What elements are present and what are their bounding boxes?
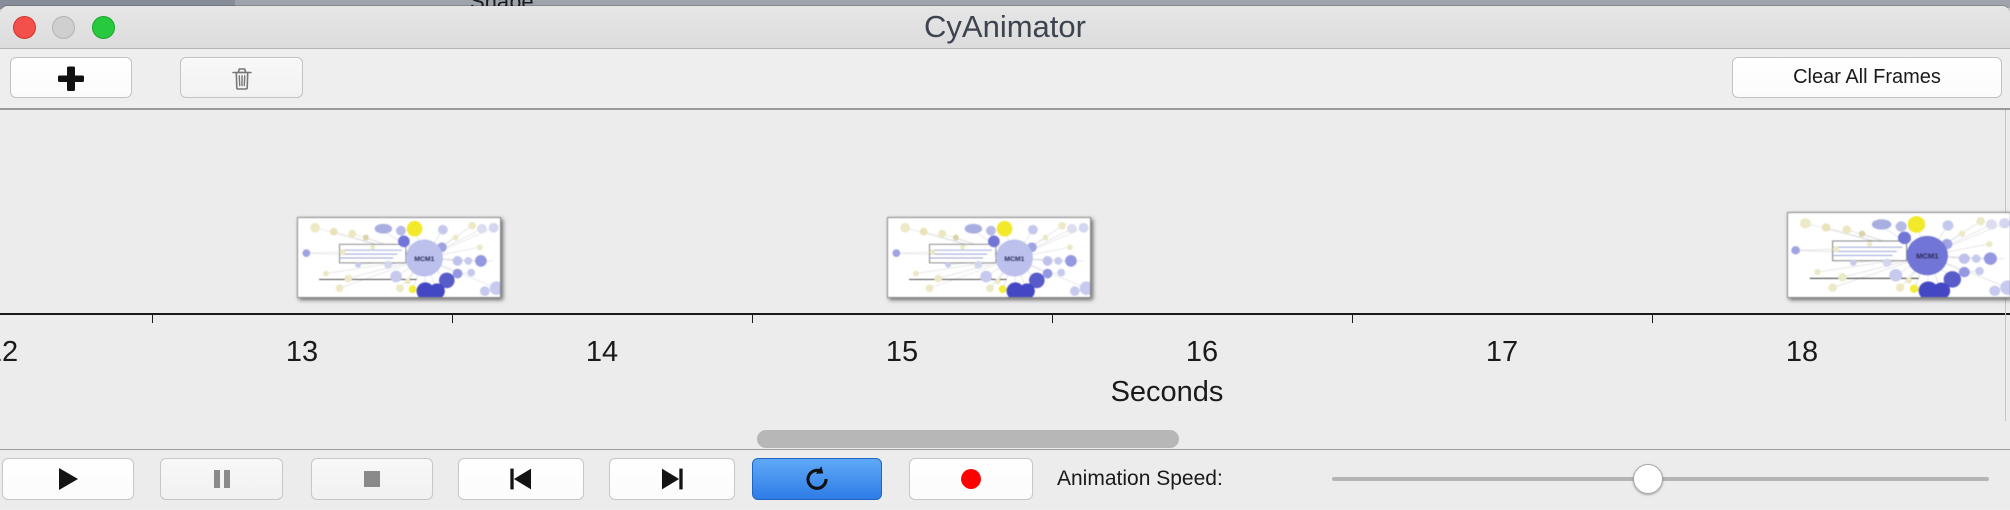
svg-text:MCM1: MCM1 <box>1916 252 1938 261</box>
svg-text:MCM1: MCM1 <box>1004 256 1024 263</box>
svg-text:MCM1: MCM1 <box>414 256 434 263</box>
